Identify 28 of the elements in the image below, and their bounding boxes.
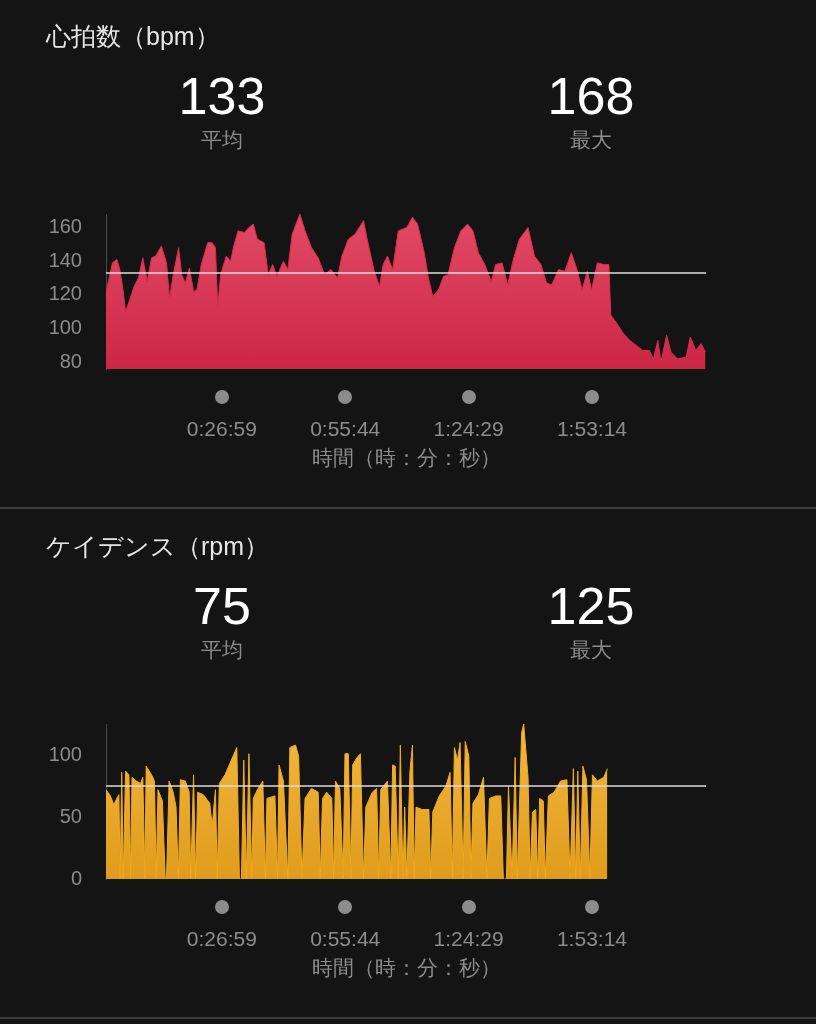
y-tick-label: 160 (48, 214, 82, 237)
x-tick-label: 1:53:14 (556, 417, 628, 441)
text: 168 (546, 66, 636, 126)
text: 平均 (200, 127, 244, 153)
chart-title: 心拍数（bpm） (46, 21, 220, 52)
x-axis-title: 時間（時：分：秒） (311, 446, 501, 470)
y-tick-label: 100 (48, 742, 82, 765)
text: 133 (177, 66, 267, 126)
y-tick-label: 140 (48, 248, 82, 271)
text: 125 (546, 576, 636, 636)
x-axis-title: 時間（時：分：秒） (311, 956, 501, 980)
x-tick-label: 0:55:44 (310, 927, 381, 951)
chart-title: ケイデンス（rpm） (46, 531, 270, 562)
y-tick-label: 0 (70, 866, 82, 889)
y-tick-label: 100 (48, 316, 82, 339)
text: 最大 (569, 127, 613, 153)
x-tick-label: 0:55:44 (310, 417, 381, 441)
text: 75 (192, 576, 252, 636)
x-tick-label: 1:53:14 (556, 927, 628, 951)
x-tick-label: 1:24:29 (433, 417, 504, 441)
y-tick-label: 120 (48, 282, 82, 305)
x-tick-label: 0:26:59 (186, 417, 257, 441)
y-tick-label: 50 (59, 804, 82, 827)
x-tick-label: 1:24:29 (433, 927, 504, 951)
text: 最大 (569, 637, 613, 663)
x-tick-label: 0:26:59 (186, 927, 257, 951)
text: 平均 (200, 637, 244, 663)
y-tick-label: 80 (59, 349, 82, 372)
